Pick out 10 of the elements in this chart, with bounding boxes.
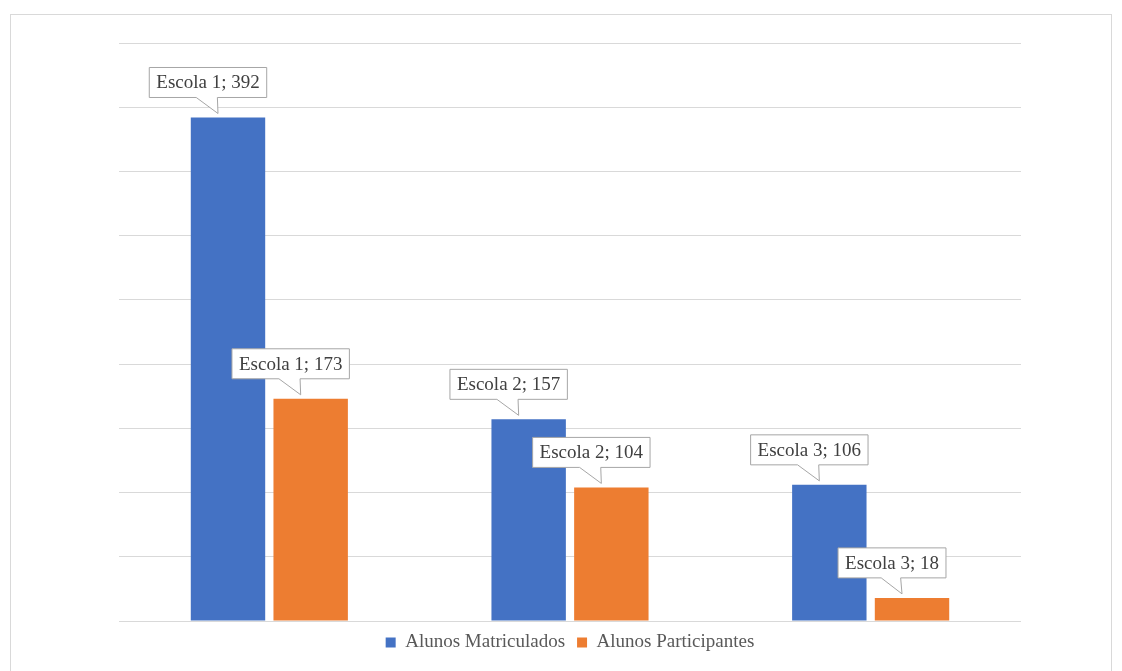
data-label: Escola 3; 106 (757, 438, 862, 460)
data-label: Escola 1; 173 (238, 352, 343, 374)
legend-label: Alunos Participantes (596, 630, 755, 652)
legend-label: Alunos Matriculados (405, 630, 566, 652)
data-label: Escola 1; 392 (156, 71, 260, 93)
data-label: Escola 3; 18 (845, 551, 939, 573)
data-label: Escola 2; 157 (456, 373, 561, 395)
data-label: Escola 2; 104 (539, 441, 644, 463)
bar (574, 487, 649, 621)
bar (874, 597, 950, 621)
